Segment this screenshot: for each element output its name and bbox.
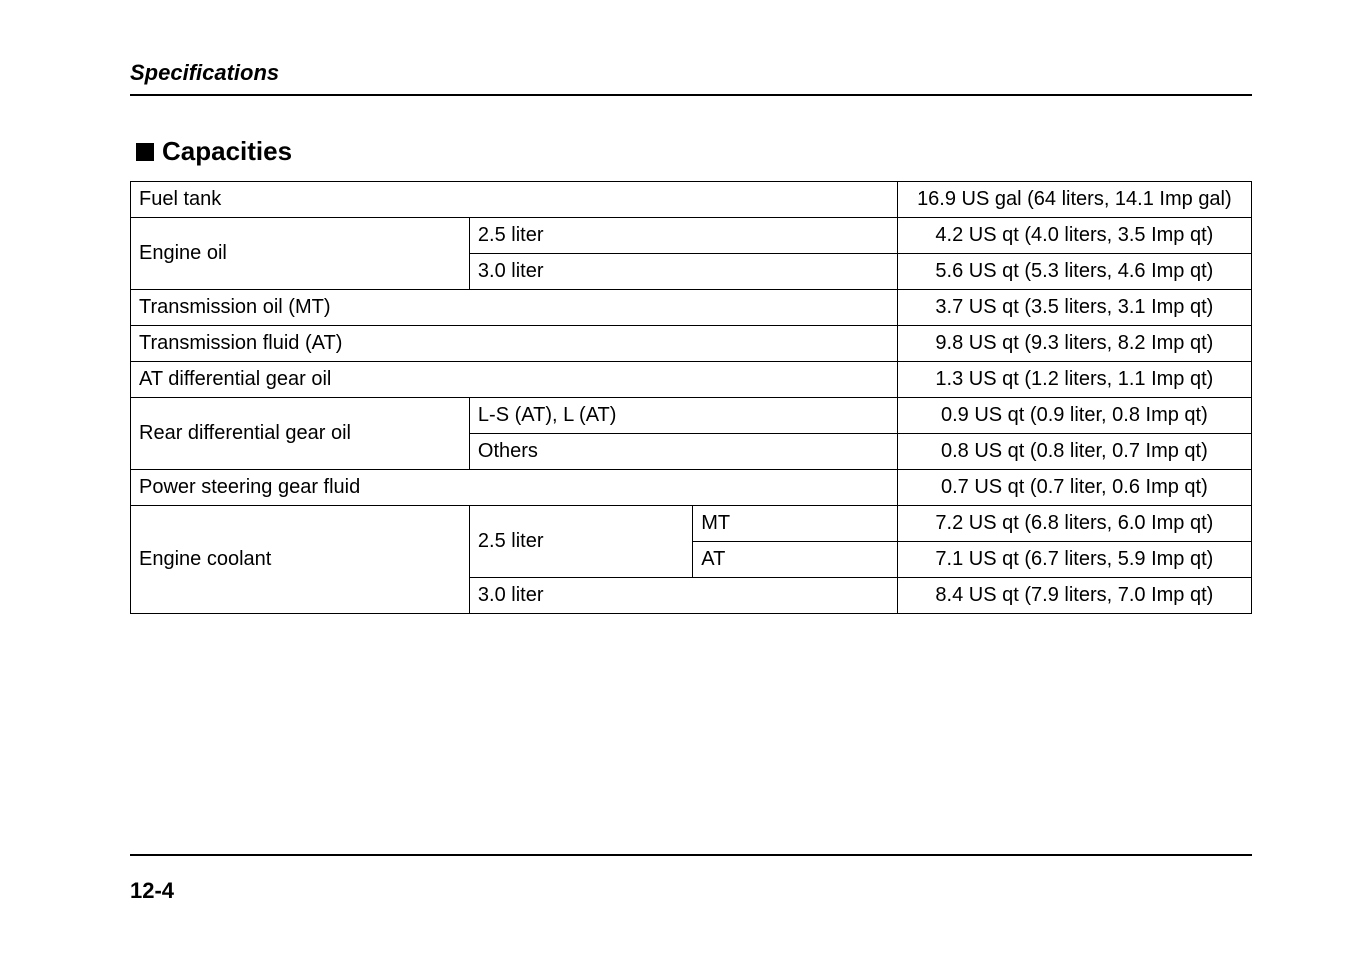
cell-spec: Others xyxy=(469,434,897,470)
cell-spec: L-S (AT), L (AT) xyxy=(469,398,897,434)
table-row: Transmission oil (MT) 3.7 US qt (3.5 lit… xyxy=(131,290,1252,326)
cell-label: Transmission oil (MT) xyxy=(131,290,898,326)
header-rule xyxy=(130,94,1252,96)
cell-label: Transmission fluid (AT) xyxy=(131,326,898,362)
cell-spec: 2.5 liter xyxy=(469,506,692,578)
cell-value: 5.6 US qt (5.3 liters, 4.6 Imp qt) xyxy=(897,254,1251,290)
cell-label: Power steering gear fluid xyxy=(131,470,898,506)
section-bullet-icon xyxy=(136,143,154,161)
cell-value: 7.2 US qt (6.8 liters, 6.0 Imp qt) xyxy=(897,506,1251,542)
table-row: Engine coolant 2.5 liter MT 7.2 US qt (6… xyxy=(131,506,1252,542)
cell-value: 0.8 US qt (0.8 liter, 0.7 Imp qt) xyxy=(897,434,1251,470)
cell-value: 8.4 US qt (7.9 liters, 7.0 Imp qt) xyxy=(897,578,1251,614)
table-row: AT differential gear oil 1.3 US qt (1.2 … xyxy=(131,362,1252,398)
cell-value: 4.2 US qt (4.0 liters, 3.5 Imp qt) xyxy=(897,218,1251,254)
cell-subspec: MT xyxy=(693,506,898,542)
table-row: Fuel tank 16.9 US gal (64 liters, 14.1 I… xyxy=(131,182,1252,218)
cell-label: Engine coolant xyxy=(131,506,470,614)
section-title: Capacities xyxy=(136,136,1252,167)
page-number: 12-4 xyxy=(130,878,174,904)
cell-value: 16.9 US gal (64 liters, 14.1 Imp gal) xyxy=(897,182,1251,218)
table-row: Rear differential gear oil L-S (AT), L (… xyxy=(131,398,1252,434)
cell-label: Rear differential gear oil xyxy=(131,398,470,470)
footer-rule xyxy=(130,854,1252,856)
cell-label: Fuel tank xyxy=(131,182,898,218)
page: Specifications Capacities Fuel tank 16.9… xyxy=(0,0,1352,954)
cell-value: 0.7 US qt (0.7 liter, 0.6 Imp qt) xyxy=(897,470,1251,506)
cell-label: AT differential gear oil xyxy=(131,362,898,398)
table-row: Power steering gear fluid 0.7 US qt (0.7… xyxy=(131,470,1252,506)
cell-value: 7.1 US qt (6.7 liters, 5.9 Imp qt) xyxy=(897,542,1251,578)
table-row: Transmission fluid (AT) 9.8 US qt (9.3 l… xyxy=(131,326,1252,362)
cell-value: 1.3 US qt (1.2 liters, 1.1 Imp qt) xyxy=(897,362,1251,398)
header-title: Specifications xyxy=(130,60,1252,86)
cell-value: 9.8 US qt (9.3 liters, 8.2 Imp qt) xyxy=(897,326,1251,362)
table-row: Engine oil 2.5 liter 4.2 US qt (4.0 lite… xyxy=(131,218,1252,254)
cell-value: 3.7 US qt (3.5 liters, 3.1 Imp qt) xyxy=(897,290,1251,326)
capacities-table: Fuel tank 16.9 US gal (64 liters, 14.1 I… xyxy=(130,181,1252,614)
cell-spec: 3.0 liter xyxy=(469,578,897,614)
cell-value: 0.9 US qt (0.9 liter, 0.8 Imp qt) xyxy=(897,398,1251,434)
cell-label: Engine oil xyxy=(131,218,470,290)
cell-subspec: AT xyxy=(693,542,898,578)
cell-spec: 2.5 liter xyxy=(469,218,897,254)
section-title-text: Capacities xyxy=(162,136,292,167)
cell-spec: 3.0 liter xyxy=(469,254,897,290)
